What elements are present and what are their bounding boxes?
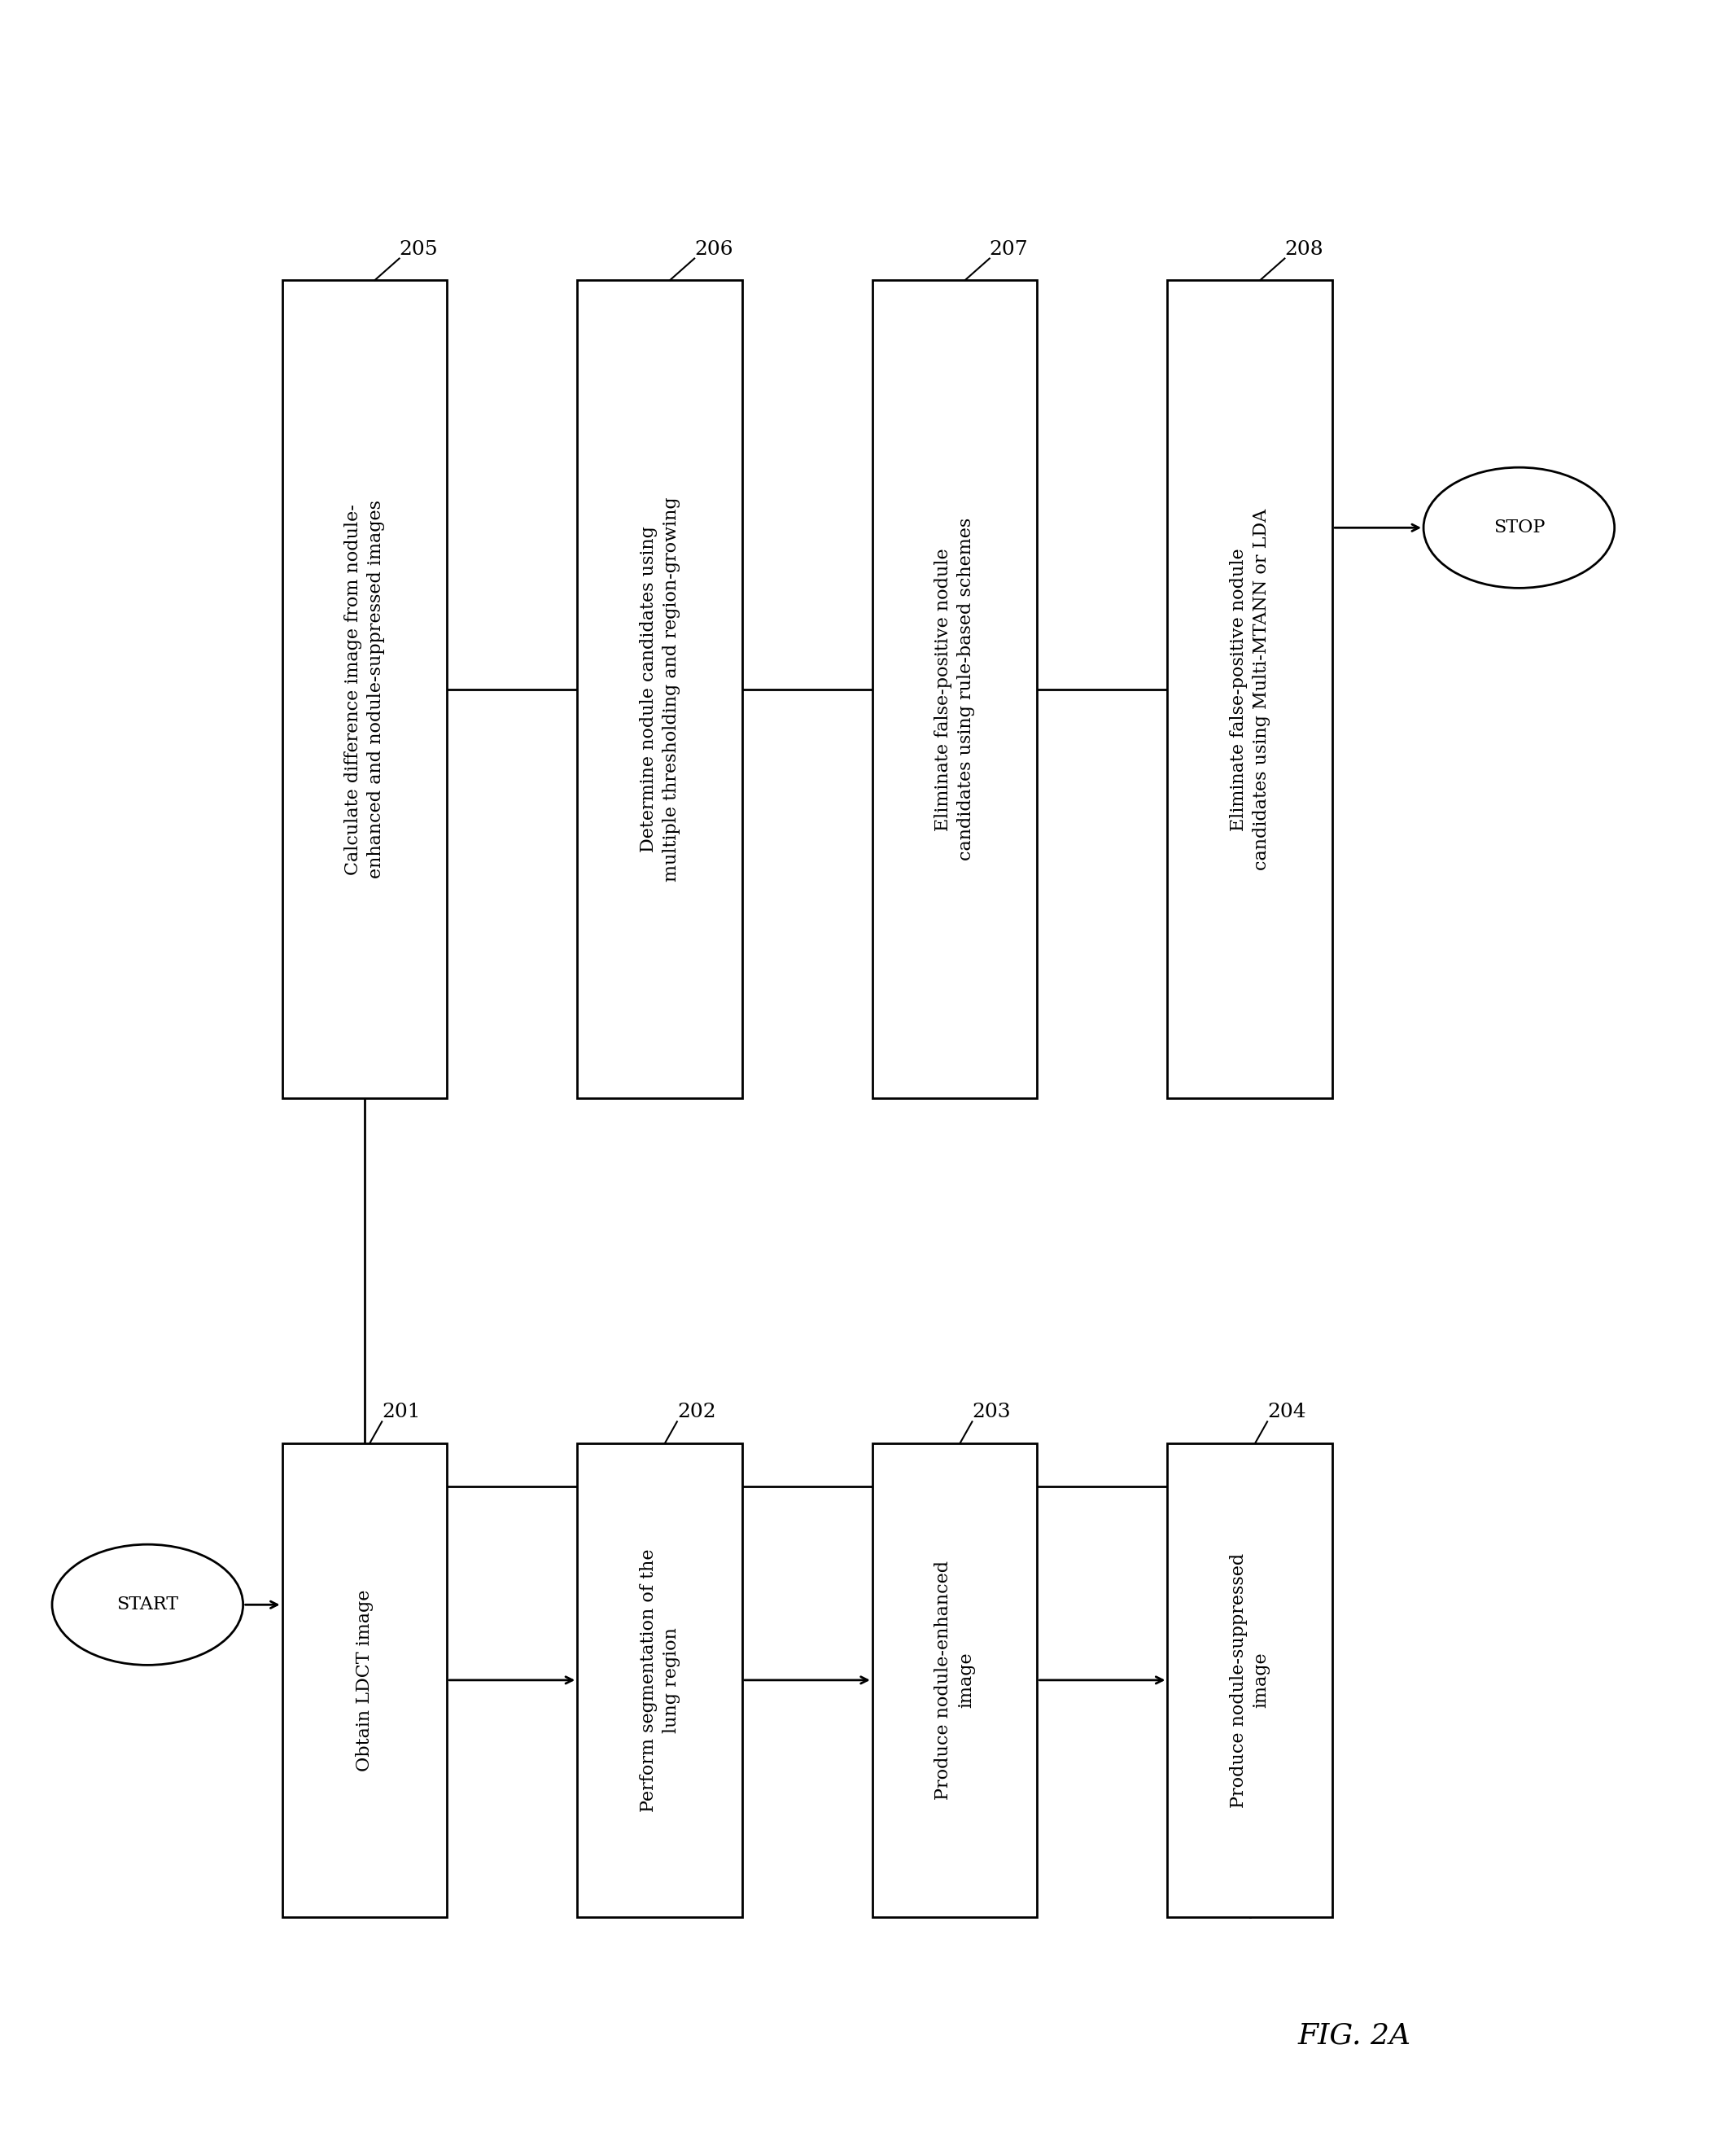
- Bar: [281, 280, 448, 1099]
- Text: 202: 202: [677, 1402, 715, 1422]
- Bar: [1167, 1443, 1333, 1917]
- Text: 204: 204: [1267, 1402, 1305, 1422]
- Text: Obtain LDCT image: Obtain LDCT image: [356, 1590, 373, 1771]
- Bar: [873, 280, 1038, 1099]
- Bar: [1167, 280, 1333, 1099]
- Text: 206: 206: [694, 239, 733, 258]
- Bar: [578, 1443, 743, 1917]
- Text: 207: 207: [990, 239, 1028, 258]
- Bar: [873, 1443, 1038, 1917]
- Text: Calculate difference image from nodule-
enhanced and nodule-suppressed images: Calculate difference image from nodule- …: [344, 500, 385, 879]
- Text: START: START: [116, 1596, 179, 1613]
- Text: 203: 203: [972, 1402, 1010, 1422]
- Text: Determine nodule candidates using
multiple thresholding and region-growing: Determine nodule candidates using multip…: [639, 498, 681, 881]
- Ellipse shape: [52, 1544, 243, 1665]
- Text: 205: 205: [399, 239, 437, 258]
- Text: Eliminate false-positive nodule
candidates using rule-based schemes: Eliminate false-positive nodule candidat…: [934, 517, 976, 862]
- Text: Perform segmentation of the
lung region: Perform segmentation of the lung region: [639, 1549, 681, 1812]
- Text: Produce nodule-enhanced
image: Produce nodule-enhanced image: [934, 1559, 976, 1801]
- Text: Eliminate false-positive nodule
candidates using Multi-MTANN or LDA: Eliminate false-positive nodule candidat…: [1229, 508, 1271, 870]
- Text: 208: 208: [1285, 239, 1323, 258]
- Text: STOP: STOP: [1493, 519, 1545, 536]
- Text: 201: 201: [382, 1402, 420, 1422]
- Ellipse shape: [1424, 467, 1614, 588]
- Bar: [578, 280, 743, 1099]
- Text: FIG. 2A: FIG. 2A: [1297, 2023, 1411, 2048]
- Bar: [281, 1443, 448, 1917]
- Text: Produce nodule-suppressed
image: Produce nodule-suppressed image: [1229, 1553, 1271, 1807]
